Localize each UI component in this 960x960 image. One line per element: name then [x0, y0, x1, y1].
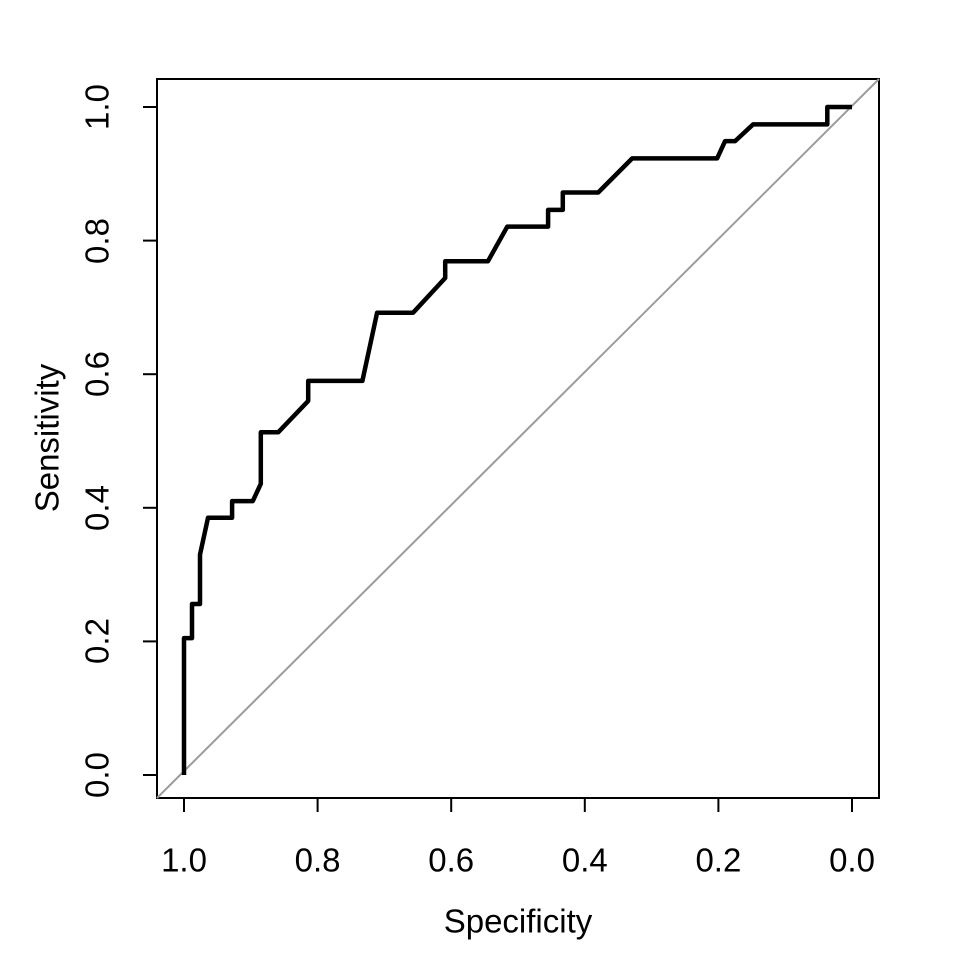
x-tick-label: 0.0: [829, 841, 875, 879]
x-tick-label: 0.2: [695, 841, 742, 879]
reference-diagonal-line: [156, 78, 880, 799]
y-axis-title: Sensitivity: [28, 363, 66, 513]
x-tick-label: 0.6: [428, 841, 475, 879]
x-tick-label: 0.4: [561, 841, 608, 879]
y-tick-label: 1.0: [78, 84, 116, 130]
x-tick-label: 1.0: [161, 841, 207, 879]
plot-box: [156, 78, 880, 799]
y-tick-label: 0.6: [78, 351, 116, 398]
y-tick-label: 0.4: [78, 484, 116, 531]
y-tick-label: 0.0: [78, 752, 116, 798]
y-tick-label: 0.8: [78, 217, 116, 264]
y-tick-label: 0.2: [78, 618, 116, 665]
x-tick-label: 0.8: [294, 841, 341, 879]
roc-curve-line: [181, 104, 852, 775]
x-axis-title: Specificity: [443, 902, 593, 940]
